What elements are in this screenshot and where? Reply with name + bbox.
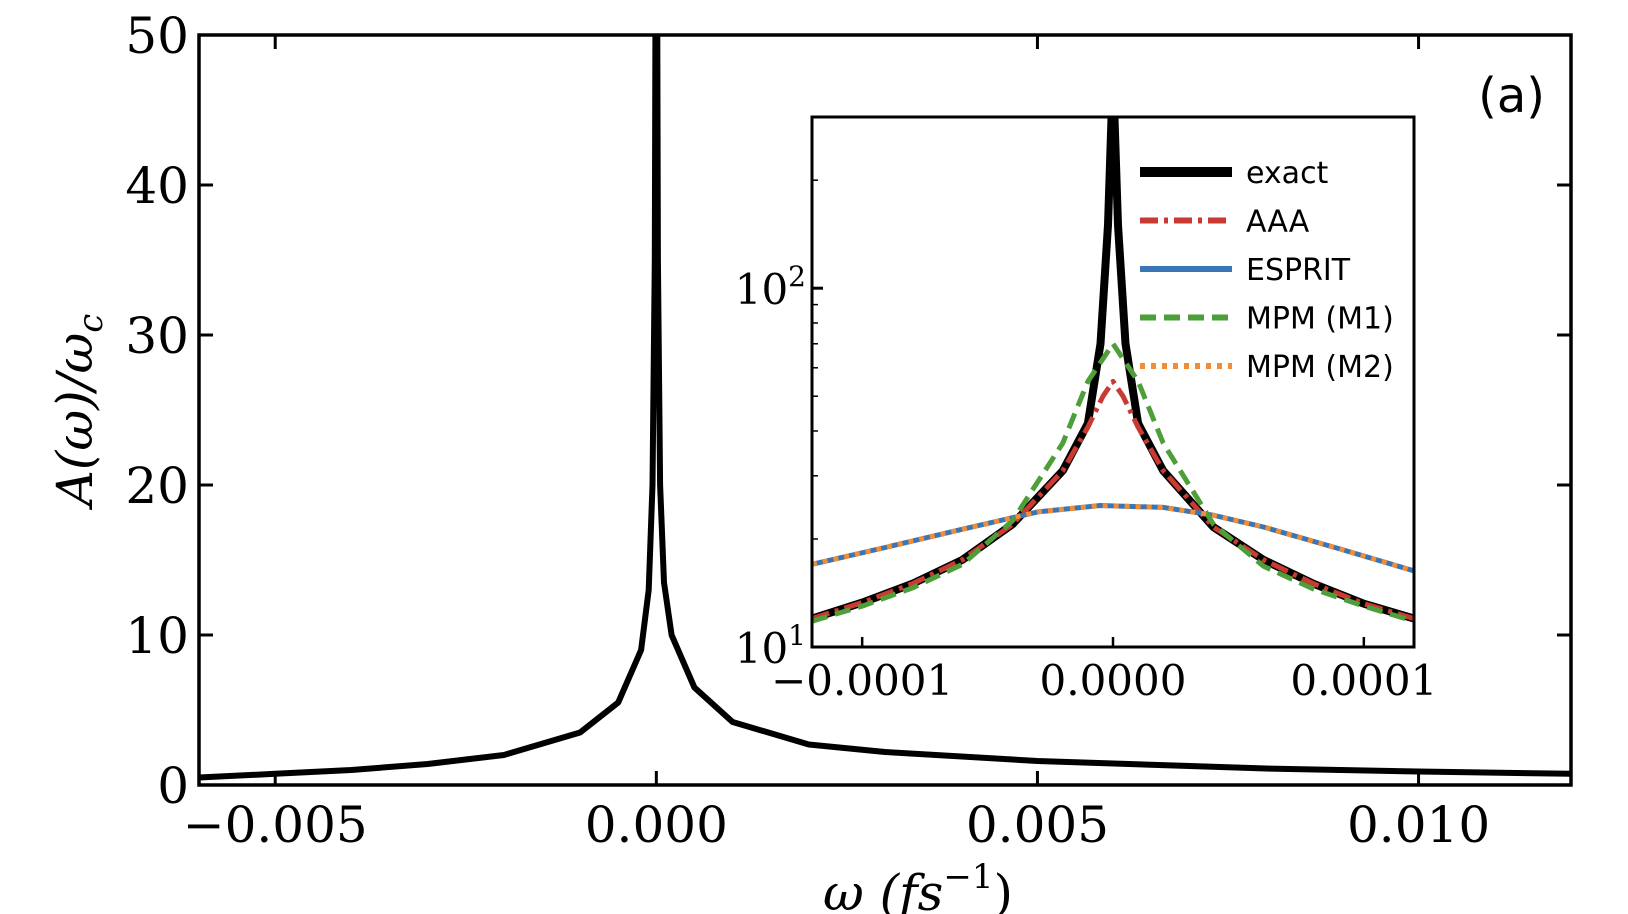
y-tick-label: 50 [125,7,189,65]
inset-legend: exact AAA ESPRIT MPM (M1) MPM (M2) [1140,156,1394,385]
y-tick-label: 0 [157,757,189,815]
y-tick-label: 30 [125,307,189,365]
y-tick-label: 20 [125,457,189,515]
legend-label: ESPRIT [1246,253,1351,288]
inset-y-tick-exp: 1 [788,619,806,652]
x-axis-label-main: ω (fs [823,864,943,914]
inset-series-line-mpm-m1- [812,341,1414,624]
main-axes-frame [197,33,1573,787]
x-tick-label: 0.010 [1347,796,1490,854]
x-tick-label: 0.000 [585,796,728,854]
legend-label: exact [1246,156,1329,191]
y-axis-label-sub: c [71,314,111,333]
inset-x-tick-label: 0.0001 [1290,656,1437,705]
x-tick-label: 0.005 [966,796,1109,854]
inset-x-tick-label: −0.0001 [771,656,953,705]
legend-label: AAA [1246,205,1310,240]
x-tick-label: −0.005 [183,796,368,854]
inset-y-tick-label: 102 [735,260,806,314]
y-axis-label: A(ω)/ωc [46,314,111,511]
y-axis-label-main: A(ω)/ω [46,333,104,511]
inset-plot: −0.0001 0.0000 0.0001101102exactAAAESPRITM… [735,115,1437,705]
panel-label: (a) [1478,68,1545,124]
inset-y-tick-label: 101 [735,619,806,673]
inset-y-tick-exp: 2 [788,260,806,293]
inset-series-line-mpm-m2- [812,503,1414,574]
y-tick-label: 40 [125,157,189,215]
inset-y-tick-base: 10 [735,265,788,314]
inset-x-tick-label: 0.0000 [1040,656,1187,705]
x-axis-label: ω (fs−1) [823,857,1013,914]
series-line-exact [199,35,1571,781]
legend-label: MPM (M1) [1246,302,1394,337]
main-plot: −0.005 0.000 0.005 0.010 0 10 20 30 40 50 [125,7,1573,854]
y-tick-label: 10 [125,607,189,665]
x-axis-label-close: ) [993,864,1013,914]
inset-y-tick-base: 10 [735,624,788,673]
legend-label: MPM (M2) [1246,350,1394,385]
x-axis-label-sup: −1 [943,857,993,897]
inset-series-line-aaa [812,378,1414,621]
